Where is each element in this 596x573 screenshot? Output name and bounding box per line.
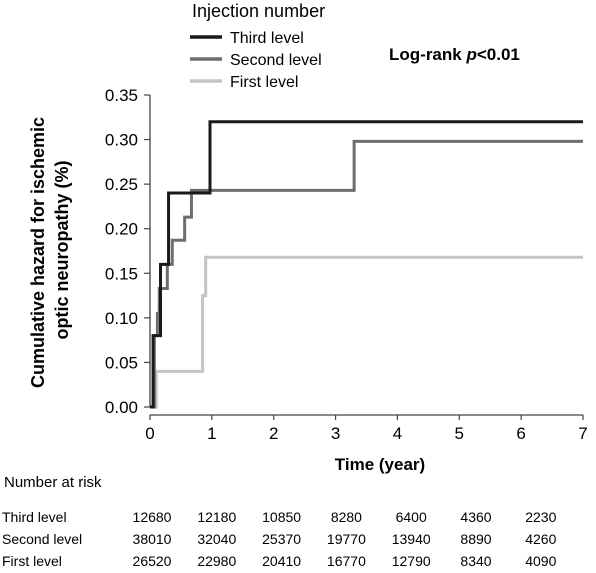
risk-cell: 4090 bbox=[525, 553, 557, 569]
y-tick-label: 0.35 bbox=[105, 86, 138, 105]
risk-row-label: Third level bbox=[2, 509, 67, 525]
y-tick-label: 0.25 bbox=[105, 175, 138, 194]
x-tick-label: 6 bbox=[516, 424, 525, 443]
risk-cell: 19770 bbox=[326, 531, 366, 547]
y-tick-label: 0.05 bbox=[105, 353, 138, 372]
y-axis-label-line-2: optic neuropathy (%) bbox=[52, 160, 72, 339]
risk-table-title: Number at risk bbox=[4, 474, 102, 491]
risk-cell: 2230 bbox=[525, 509, 557, 525]
risk-table: Number at risk Third level 12680 12180 1085… bbox=[0, 474, 596, 570]
risk-cell: 38010 bbox=[132, 531, 172, 547]
x-tick-label: 5 bbox=[455, 424, 464, 443]
risk-cell: 12790 bbox=[391, 553, 431, 569]
series-line-third-level bbox=[150, 120, 583, 409]
risk-cell: 12180 bbox=[197, 509, 237, 525]
legend-label: Second level bbox=[230, 52, 322, 69]
series-line-first-level bbox=[150, 255, 583, 409]
legend: Injection number Third level Second level… bbox=[190, 1, 325, 91]
y-axis-label: Cumulative hazard for ischemic optic neu… bbox=[28, 112, 72, 388]
risk-row-label: Second level bbox=[2, 531, 83, 547]
risk-cell: 20410 bbox=[262, 553, 302, 569]
risk-cell: 4360 bbox=[460, 509, 492, 525]
x-tick-label: 0 bbox=[145, 424, 154, 443]
risk-cell: 25370 bbox=[262, 531, 302, 547]
risk-row: First level 26520 22980 20410 16770 12790 8340… bbox=[0, 553, 596, 573]
x-tick-label: 7 bbox=[578, 424, 587, 443]
y-tick-label: 0.10 bbox=[105, 309, 138, 328]
y-tick-label: 0.30 bbox=[105, 131, 138, 150]
risk-cell: 32040 bbox=[197, 531, 237, 547]
risk-cell: 8340 bbox=[460, 553, 492, 569]
risk-row: Third level 12680 12180 10850 8280 6400 4360 22… bbox=[0, 509, 596, 529]
risk-cell: 8890 bbox=[460, 531, 492, 547]
x-tick-label: 1 bbox=[207, 424, 216, 443]
y-tick-label: 0.20 bbox=[105, 220, 138, 239]
risk-cell: 26520 bbox=[132, 553, 172, 569]
risk-cell: 22980 bbox=[197, 553, 237, 569]
axes: 0.00 0.05 0.10 0.15 0.20 0.25 0.30 0.35 0 1 2 3 4 5 6 7 bbox=[105, 86, 588, 443]
y-axis-label-line-1: Cumulative hazard for ischemic bbox=[28, 117, 48, 388]
hazard-chart: Injection number Third level Second level… bbox=[28, 1, 588, 474]
y-tick-label: 0.15 bbox=[105, 264, 138, 283]
risk-row: Second level 38010 32040 25370 19770 13940 889… bbox=[0, 531, 596, 551]
risk-cell: 13940 bbox=[391, 531, 431, 547]
y-tick-label: 0.00 bbox=[105, 398, 138, 417]
risk-cell: 6400 bbox=[395, 509, 427, 525]
x-tick-label: 4 bbox=[393, 424, 402, 443]
legend-label: First level bbox=[230, 74, 298, 91]
risk-cell: 12680 bbox=[132, 509, 172, 525]
risk-cell: 8280 bbox=[330, 509, 362, 525]
risk-row-label: First level bbox=[2, 553, 62, 569]
x-tick-label: 2 bbox=[269, 424, 278, 443]
series-line-second-level bbox=[150, 139, 583, 409]
legend-label: Third level bbox=[230, 30, 304, 47]
risk-cell: 10850 bbox=[262, 509, 302, 525]
legend-title: Injection number bbox=[192, 1, 325, 21]
log-rank-annotation: Log-rank p<0.01 bbox=[389, 45, 520, 64]
risk-cell: 16770 bbox=[326, 553, 366, 569]
x-axis-label: Time (year) bbox=[335, 455, 425, 474]
curves bbox=[150, 120, 583, 409]
x-tick-label: 3 bbox=[331, 424, 340, 443]
risk-cell: 4260 bbox=[525, 531, 557, 547]
